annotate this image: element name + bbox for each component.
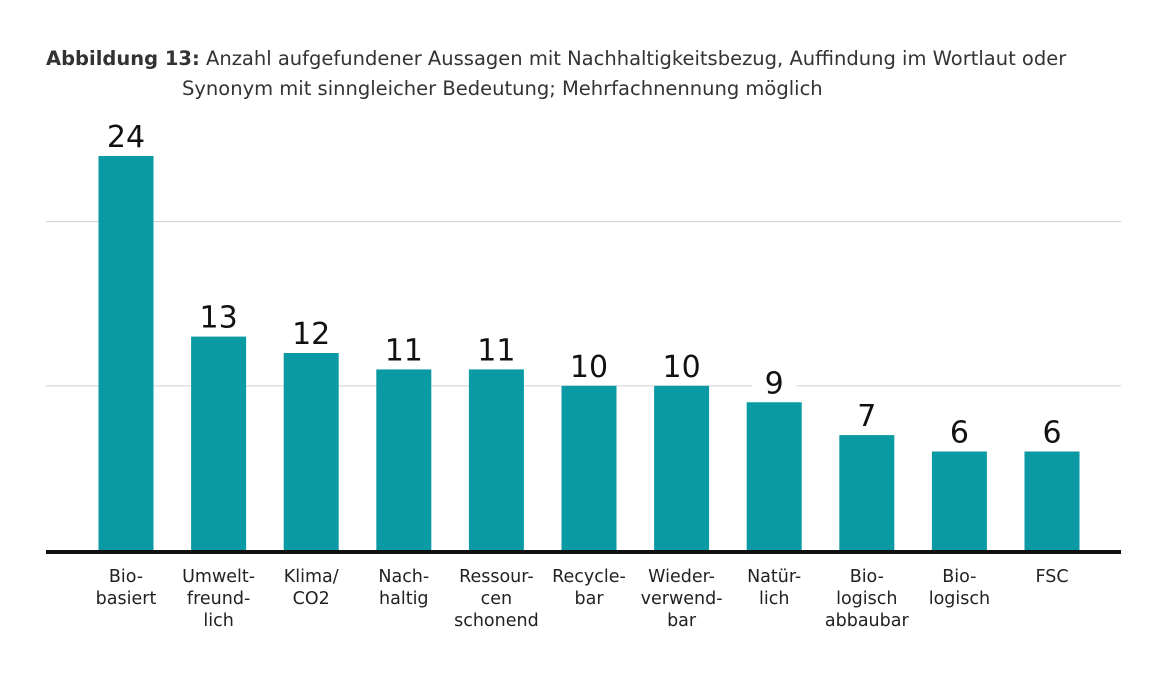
- category-label-8: Bio- logisch abbaubar: [824, 567, 909, 631]
- bar-6: [654, 385, 710, 550]
- value-label-backdrop-10: [1030, 413, 1074, 448]
- category-label-2: Klima/ CO2: [283, 567, 339, 609]
- value-label-8: 7: [857, 399, 876, 434]
- category-label-7: Natür- lich: [747, 567, 802, 609]
- value-label-5: 10: [570, 350, 608, 385]
- bar-8: [839, 435, 895, 550]
- category-label-0: Bio- basiert: [95, 567, 157, 609]
- value-label-backdrop-7: [752, 364, 797, 399]
- value-label-backdrop-9: [937, 413, 982, 448]
- value-label-7: 9: [765, 366, 784, 401]
- value-label-0: 24: [107, 120, 145, 155]
- category-label-1: Umwelt- freund- lich: [182, 567, 256, 631]
- bar-5: [561, 385, 617, 550]
- value-label-4: 11: [477, 333, 515, 368]
- category-label-10: FSC: [1035, 567, 1069, 587]
- value-label-backdrop-4: [474, 331, 519, 366]
- bar-2: [283, 353, 339, 550]
- value-label-2: 12: [292, 317, 330, 352]
- value-label-backdrop-8: [844, 397, 889, 432]
- value-label-6: 10: [663, 350, 701, 385]
- value-label-backdrop-0: [104, 118, 148, 152]
- figure-caption: Abbildung 13: Anzahl aufgefundener Aussa…: [46, 44, 1136, 104]
- value-label-backdrop-3: [381, 331, 426, 366]
- value-label-backdrop-2: [289, 315, 334, 349]
- category-label-9: Bio- logisch: [928, 567, 991, 609]
- value-label-backdrop-6: [659, 347, 704, 382]
- category-label-6: Wieder- verwend- bar: [640, 567, 723, 631]
- bar-1: [191, 336, 247, 550]
- category-label-5: Recycle- bar: [552, 567, 626, 609]
- category-label-4: Ressour- cen schonend: [454, 567, 539, 631]
- caption-prefix: Abbildung 13:: [46, 47, 200, 70]
- value-label-backdrop-1: [196, 298, 241, 333]
- bar-4: [468, 369, 524, 550]
- bar-0: [98, 156, 154, 550]
- caption-line-2: Synonym mit sinngleicher Bedeutung; Mehr…: [182, 77, 823, 100]
- value-label-1: 13: [200, 301, 238, 336]
- bar-7: [746, 402, 802, 550]
- value-label-10: 6: [1042, 416, 1061, 451]
- value-label-9: 6: [950, 416, 969, 451]
- value-label-backdrop-5: [567, 347, 611, 382]
- category-label-3: Nach- haltig: [378, 567, 430, 609]
- caption-line-1: Anzahl aufgefundener Aussagen mit Nachha…: [206, 47, 1067, 70]
- bar-9: [931, 451, 987, 550]
- bar-3: [376, 369, 432, 550]
- value-label-3: 11: [385, 333, 423, 368]
- bar-10: [1024, 451, 1080, 550]
